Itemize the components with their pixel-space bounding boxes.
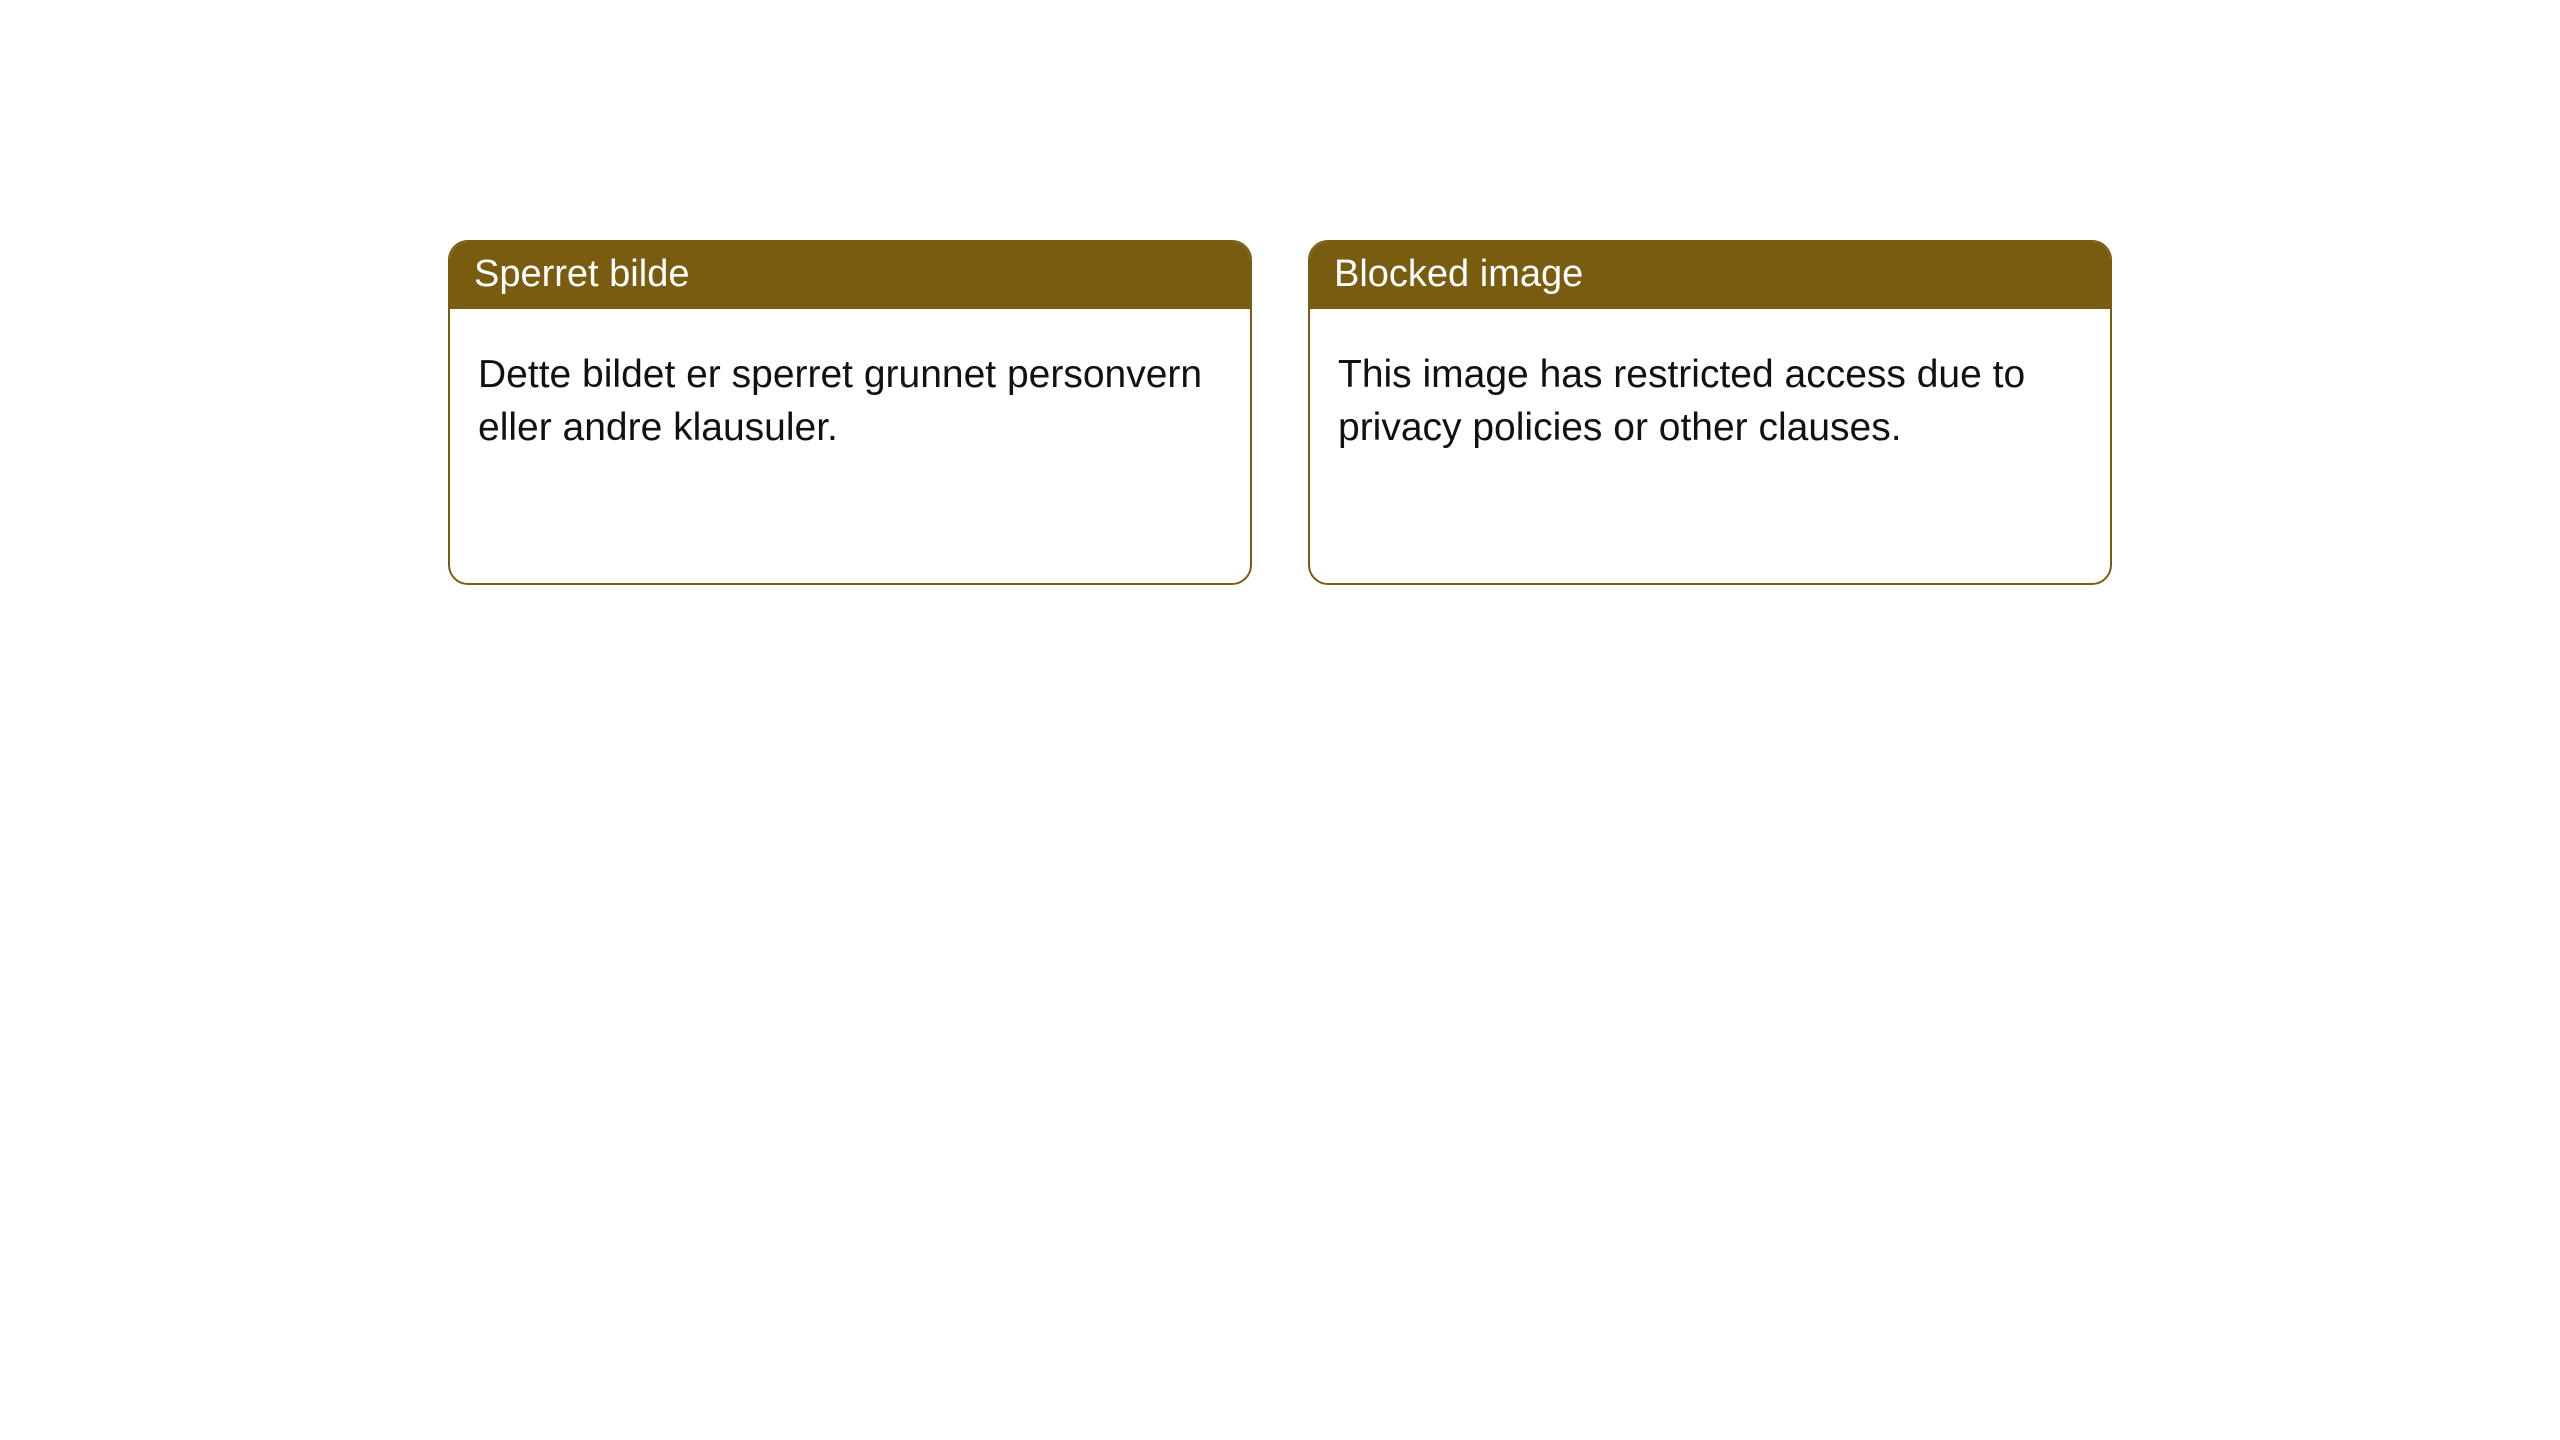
- card-body: Dette bildet er sperret grunnet personve…: [450, 309, 1250, 583]
- card-body: This image has restricted access due to …: [1310, 309, 2110, 583]
- card-body-text: This image has restricted access due to …: [1338, 353, 2025, 449]
- card-title: Sperret bilde: [474, 253, 689, 295]
- card-header: Blocked image: [1310, 242, 2110, 309]
- card-title: Blocked image: [1334, 253, 1583, 295]
- blocked-image-card-en: Blocked image This image has restricted …: [1308, 240, 2112, 585]
- blocked-image-card-no: Sperret bilde Dette bildet er sperret gr…: [448, 240, 1252, 585]
- card-body-text: Dette bildet er sperret grunnet personve…: [478, 353, 1202, 449]
- notice-container: Sperret bilde Dette bildet er sperret gr…: [0, 0, 2560, 585]
- card-header: Sperret bilde: [450, 242, 1250, 309]
